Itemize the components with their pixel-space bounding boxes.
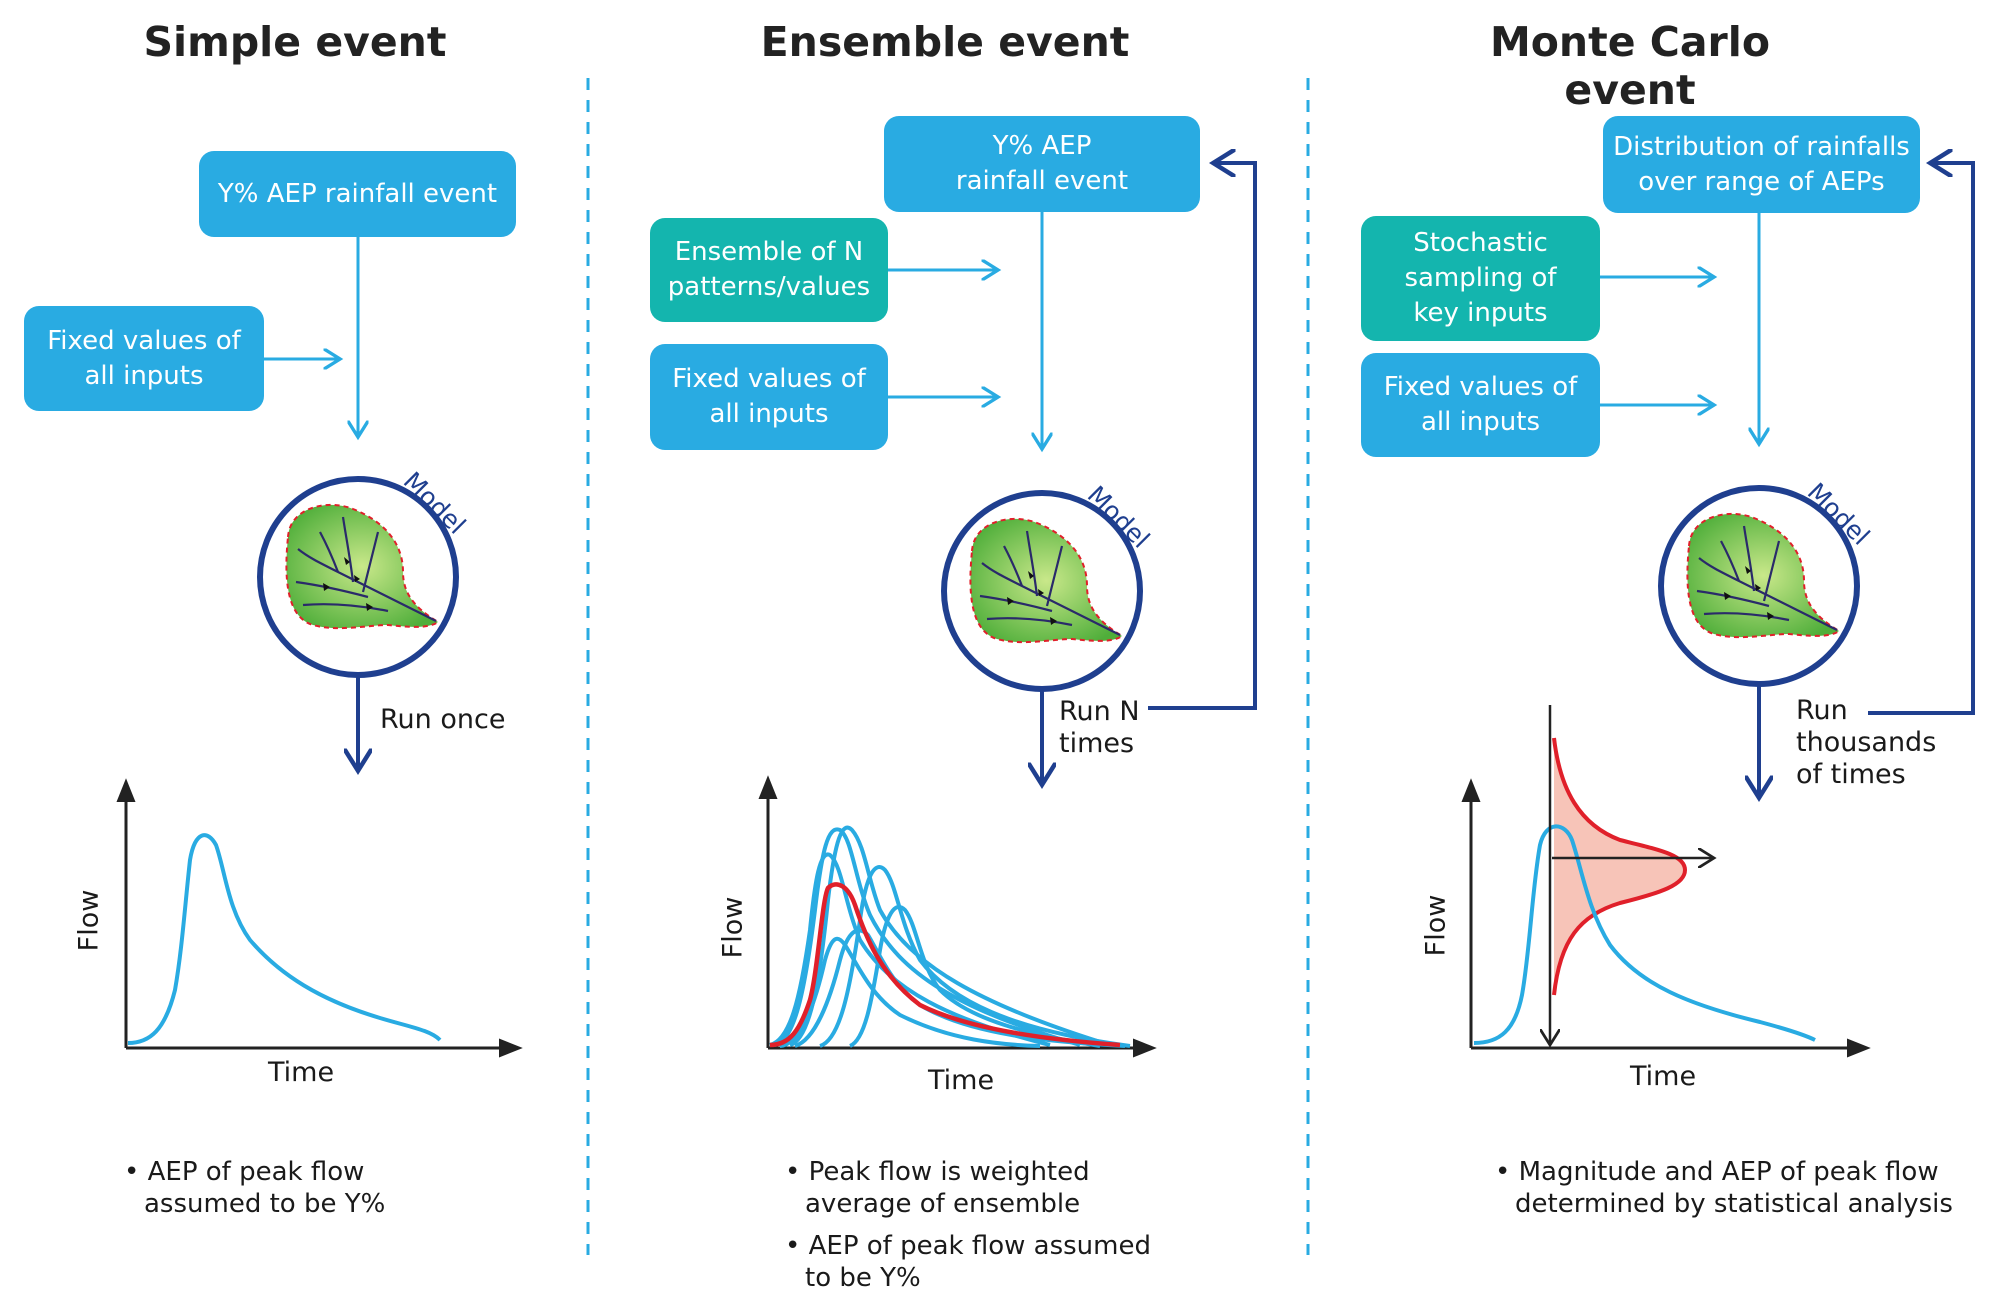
ensemble-note-2: AEP of peak flow assumed to be Y% [785, 1230, 1185, 1294]
ensemble-y-axis-label: Flow [717, 896, 749, 959]
simple-y-axis-label: Flow [73, 889, 105, 952]
montecarlo-event-title: Monte Carlo event [1489, 18, 1771, 114]
ensemble-feedback-arrow [1148, 163, 1257, 710]
ensemble-hydrographs [769, 825, 1131, 1048]
ensemble-rainfall-box: Y% AEP rainfall event [884, 116, 1200, 212]
mc-feedback-arrow [1868, 163, 1975, 715]
ensemble-fixed-values-box: Fixed values of all inputs [650, 344, 888, 450]
ensemble-run-label: Run N times [1059, 696, 1140, 759]
simple-rainfall-box: Y% AEP rainfall event [199, 151, 516, 237]
mc-y-axis-label: Flow [1420, 894, 1452, 957]
simple-event-title: Simple event [143, 18, 447, 66]
mc-run-label: Run thousands of times [1796, 695, 1937, 790]
mc-note-1: Magnitude and AEP of peak flow determine… [1495, 1156, 1955, 1220]
mc-fixed-values-box: Fixed values of all inputs [1361, 353, 1600, 457]
simple-x-axis-label: Time [268, 1057, 335, 1088]
mc-stochastic-box: Stochastic sampling of key inputs [1361, 216, 1600, 341]
simple-fixed-values-box: Fixed values of all inputs [24, 306, 264, 411]
ensemble-patterns-box: Ensemble of N patterns/values [650, 218, 888, 322]
ensemble-weighted-curve [769, 882, 1121, 1048]
simple-hydrograph [127, 833, 442, 1045]
ensemble-event-title: Ensemble event [760, 18, 1130, 66]
simple-run-label: Run once [380, 704, 506, 735]
mc-distribution-fill [1554, 738, 1685, 995]
mc-x-axis-label: Time [1630, 1061, 1697, 1092]
ensemble-x-axis-label: Time [928, 1065, 995, 1096]
ensemble-note-1: Peak flow is weighted average of ensembl… [785, 1156, 1195, 1220]
mc-rainfall-box: Distribution of rainfalls over range of … [1603, 116, 1920, 213]
mc-distribution-curve [1552, 737, 1688, 996]
simple-note-1: AEP of peak flow assumed to be Y% [124, 1156, 434, 1220]
mc-hydrograph [1473, 824, 1816, 1045]
